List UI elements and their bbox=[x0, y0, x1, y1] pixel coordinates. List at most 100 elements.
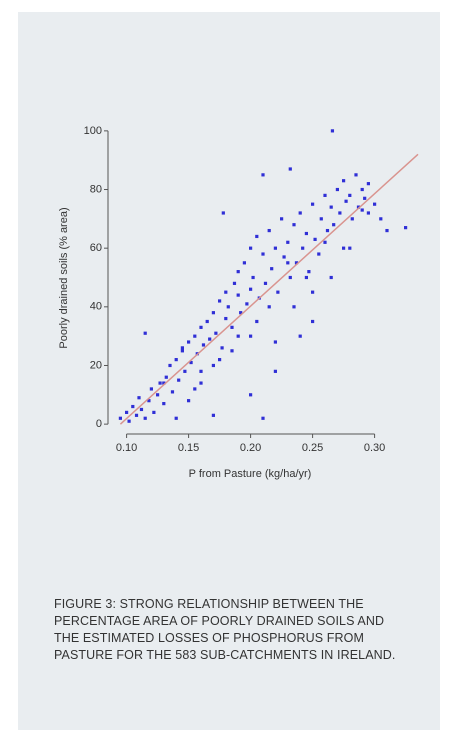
point bbox=[249, 287, 253, 291]
point bbox=[174, 358, 178, 362]
y-tick-label: 20 bbox=[90, 359, 102, 371]
point bbox=[301, 246, 305, 250]
point bbox=[249, 334, 253, 338]
point bbox=[187, 399, 191, 403]
panel bbox=[18, 12, 440, 730]
point bbox=[149, 387, 153, 391]
point bbox=[193, 387, 197, 391]
point bbox=[348, 246, 352, 250]
point bbox=[323, 240, 327, 244]
point bbox=[286, 261, 290, 265]
point bbox=[199, 381, 203, 385]
point bbox=[344, 199, 348, 203]
x-tick-label: 0.20 bbox=[240, 442, 261, 454]
point bbox=[379, 217, 383, 221]
point bbox=[267, 305, 271, 309]
point bbox=[245, 302, 249, 306]
point bbox=[164, 375, 168, 379]
point bbox=[127, 419, 131, 423]
point bbox=[366, 211, 370, 215]
point bbox=[236, 270, 240, 274]
point bbox=[298, 211, 302, 215]
x-tick-label: 0.30 bbox=[364, 442, 385, 454]
point bbox=[255, 234, 259, 239]
point bbox=[338, 211, 342, 215]
point bbox=[221, 211, 225, 215]
point bbox=[224, 316, 228, 321]
point bbox=[224, 290, 228, 294]
point bbox=[220, 346, 224, 350]
caption: FIGURE 3: STRONG RELATIONSHIP BETWEEN TH… bbox=[54, 597, 396, 662]
point bbox=[236, 334, 240, 338]
point bbox=[261, 252, 265, 256]
point bbox=[360, 208, 364, 212]
point bbox=[363, 196, 367, 200]
point bbox=[143, 416, 147, 420]
point bbox=[137, 396, 141, 400]
point bbox=[199, 369, 203, 373]
point bbox=[177, 378, 181, 382]
point bbox=[187, 340, 191, 344]
point bbox=[218, 299, 222, 303]
point bbox=[273, 246, 277, 250]
point bbox=[288, 275, 292, 280]
point bbox=[214, 331, 218, 335]
point bbox=[360, 187, 364, 192]
y-tick-label: 80 bbox=[90, 183, 102, 195]
point bbox=[304, 231, 308, 236]
point bbox=[342, 179, 346, 183]
point bbox=[329, 275, 333, 280]
trend-line bbox=[119, 153, 419, 425]
point bbox=[270, 267, 274, 271]
y-tick-label: 0 bbox=[96, 418, 102, 430]
y-tick-label: 100 bbox=[84, 125, 102, 137]
point bbox=[304, 275, 308, 280]
point bbox=[342, 246, 346, 250]
point bbox=[180, 346, 184, 350]
point bbox=[276, 290, 280, 294]
point bbox=[261, 173, 265, 177]
point bbox=[348, 193, 352, 197]
point bbox=[263, 281, 268, 285]
point bbox=[282, 255, 286, 259]
point bbox=[139, 407, 144, 412]
point bbox=[205, 319, 209, 324]
point bbox=[373, 202, 377, 206]
point bbox=[170, 390, 175, 394]
point bbox=[156, 393, 160, 397]
point bbox=[332, 223, 336, 227]
point bbox=[183, 369, 187, 373]
point bbox=[134, 413, 139, 417]
point bbox=[232, 281, 237, 285]
point bbox=[286, 240, 290, 244]
point bbox=[288, 167, 292, 171]
point bbox=[356, 205, 361, 209]
point bbox=[180, 349, 184, 353]
x-tick-label: 0.10 bbox=[116, 442, 137, 454]
point bbox=[218, 358, 222, 362]
point bbox=[208, 337, 212, 341]
point bbox=[168, 363, 172, 368]
point bbox=[162, 402, 166, 406]
point bbox=[193, 334, 197, 338]
point bbox=[350, 217, 354, 221]
y-tick-label: 60 bbox=[90, 242, 102, 254]
point bbox=[267, 228, 271, 233]
point bbox=[273, 369, 277, 373]
point bbox=[189, 360, 193, 365]
point bbox=[404, 226, 408, 230]
point bbox=[298, 334, 302, 338]
point bbox=[143, 331, 147, 335]
point bbox=[325, 228, 330, 233]
point bbox=[366, 182, 370, 186]
point bbox=[354, 173, 358, 177]
point bbox=[385, 228, 389, 233]
x-tick-label: 0.25 bbox=[302, 442, 323, 454]
point bbox=[323, 193, 327, 197]
point bbox=[313, 237, 317, 241]
point bbox=[226, 305, 230, 309]
point bbox=[311, 202, 315, 206]
point bbox=[211, 311, 215, 315]
point bbox=[131, 404, 135, 409]
